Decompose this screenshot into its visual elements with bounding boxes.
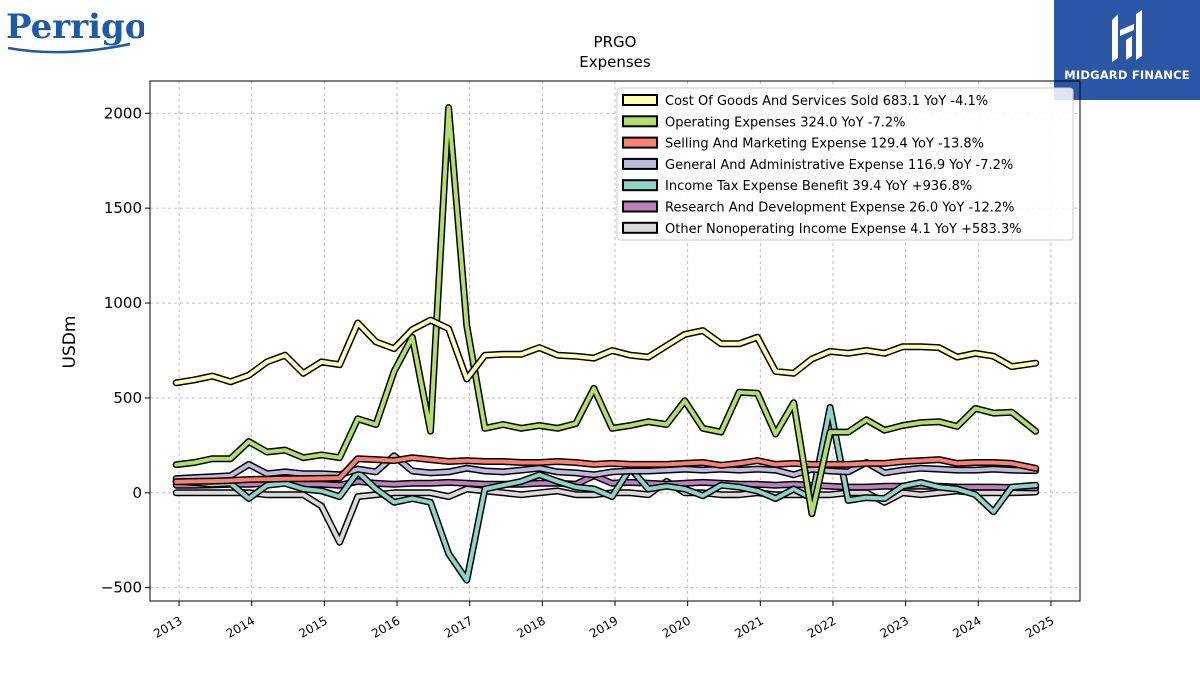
series-line — [172, 403, 1040, 584]
legend-box — [616, 87, 1074, 241]
y-tick-label: −500 — [101, 579, 142, 597]
legend-entry: Research And Development Expense 26.0 Yo… — [622, 200, 1015, 216]
legend-label: General And Administrative Expense 116.9… — [665, 158, 1013, 173]
series-line — [172, 316, 1040, 387]
x-tick-label: 2022 — [805, 613, 838, 640]
legend-swatch — [622, 94, 658, 106]
legend-swatch — [622, 179, 658, 192]
legend-entry: Selling And Marketing Expense 129.4 YoY … — [622, 136, 984, 152]
legend-swatch — [622, 136, 658, 149]
x-tick-label: 2015 — [296, 613, 329, 640]
x-tick-label: 2023 — [878, 613, 911, 640]
y-tick-label: 2000 — [104, 104, 142, 122]
series-line — [172, 454, 1040, 486]
perrigo-logo-text: Perrigo — [6, 7, 144, 47]
legend-entry: Operating Expenses 324.0 YoY -7.2% — [622, 115, 906, 130]
legend-label: Cost Of Goods And Services Sold 683.1 Yo… — [665, 94, 988, 109]
legend-label: Operating Expenses 324.0 YoY -7.2% — [665, 115, 906, 130]
y-tick-label: 1000 — [104, 294, 142, 312]
chart-legend: Cost Of Goods And Services Sold 683.1 Yo… — [616, 87, 1074, 241]
perrigo-logo: Perrigo — [4, 2, 147, 58]
legend-label: Other Nonoperating Income Expense 4.1 Yo… — [665, 222, 1022, 237]
series-line-stroke — [174, 473, 1038, 490]
x-tick-label: 2013 — [151, 613, 184, 640]
y-tick-label: 500 — [113, 389, 142, 407]
series-line-stroke — [174, 405, 1038, 583]
y-tick-label: 1500 — [104, 199, 142, 217]
legend-label: Research And Development Expense 26.0 Yo… — [665, 201, 1015, 216]
y-axis: −500 0 500 1000 1500 2000 — [101, 104, 150, 597]
chart-series — [172, 104, 1040, 584]
x-tick-label: 2018 — [514, 613, 547, 640]
legend-swatch — [622, 200, 658, 213]
series-line-stroke — [174, 318, 1038, 385]
x-tick-label: 2019 — [587, 613, 620, 640]
x-tick-label: 2020 — [660, 613, 693, 640]
x-tick-label: 2025 — [1023, 613, 1056, 640]
x-axis: 2013 2014 2015 2016 2017 2018 2019 2020 2021 2022… — [151, 601, 1056, 641]
y-axis-label: USDm — [60, 316, 80, 369]
chart-subtitle: Expenses — [579, 53, 651, 71]
series-line — [172, 104, 1040, 518]
midgard-emblem-icon — [1112, 10, 1142, 62]
legend-entry: Cost Of Goods And Services Sold 683.1 Yo… — [622, 94, 988, 109]
x-tick-label: 2014 — [224, 613, 257, 640]
x-tick-label: 2021 — [732, 613, 765, 640]
legend-label: Income Tax Expense Benefit 39.4 YoY +936… — [665, 179, 972, 194]
series-line — [172, 472, 1040, 492]
legend-entry: Income Tax Expense Benefit 39.4 YoY +936… — [622, 179, 972, 194]
x-tick-label: 2017 — [442, 613, 475, 640]
series-line-stroke — [174, 455, 1038, 484]
series-line-stroke — [174, 453, 1038, 481]
chart-title: PRGO — [594, 33, 637, 51]
legend-entry: General And Administrative Expense 116.9… — [622, 157, 1013, 173]
series-line-stroke — [174, 105, 1038, 516]
y-tick-label: 0 — [132, 484, 142, 502]
legend-swatch — [622, 221, 658, 234]
legend-label: Selling And Marketing Expense 129.4 YoY … — [665, 137, 984, 152]
legend-swatch — [622, 115, 658, 128]
x-tick-label: 2024 — [950, 613, 983, 640]
series-line — [172, 452, 1040, 483]
x-tick-label: 2016 — [369, 613, 402, 640]
legend-entry: Other Nonoperating Income Expense 4.1 Yo… — [622, 221, 1022, 237]
midgard-finance-text: MIDGARD FINANCE — [1064, 68, 1190, 82]
legend-swatch — [622, 157, 658, 170]
midgard-finance-logo: MIDGARD FINANCE — [1054, 0, 1200, 100]
